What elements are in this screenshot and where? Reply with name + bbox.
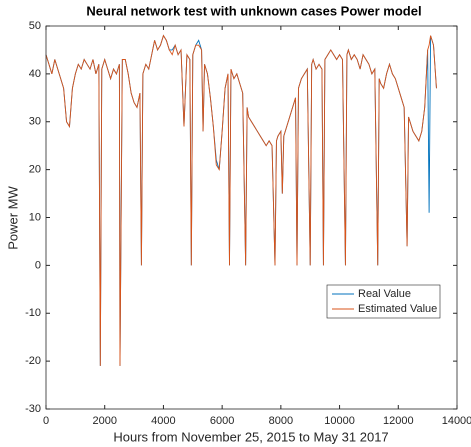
y-tick-label: -30	[25, 403, 41, 415]
chart-title: Neural network test with unknown cases P…	[86, 3, 421, 18]
x-axis-label: Hours from November 25, 2015 to May 31 2…	[113, 429, 388, 444]
series-line	[45, 34, 437, 366]
x-tick-label: 8000	[269, 415, 293, 427]
y-tick-label: -20	[25, 355, 41, 367]
y-tick-label: -10	[25, 307, 41, 319]
x-tick-label: 14000	[442, 415, 471, 427]
y-tick-label: 50	[29, 20, 41, 32]
x-tick-label: 0	[43, 415, 49, 427]
y-tick-label: 0	[35, 259, 41, 271]
y-axis-label: Power MW	[5, 185, 20, 249]
x-tick-label: 6000	[210, 415, 234, 427]
y-tick-label: 30	[29, 116, 41, 128]
y-tick-label: 40	[29, 68, 41, 80]
axes-box	[45, 25, 458, 410]
legend-label: Estimated Value	[358, 303, 437, 315]
legend-box	[326, 284, 441, 319]
legend-label: Real Value	[358, 288, 411, 300]
y-tick-label: 10	[29, 211, 41, 223]
x-tick-label: 2000	[92, 415, 116, 427]
x-tick-label: 12000	[383, 415, 414, 427]
x-tick-label: 4000	[151, 415, 175, 427]
x-tick-label: 10000	[324, 415, 355, 427]
y-tick-label: 20	[29, 164, 41, 176]
